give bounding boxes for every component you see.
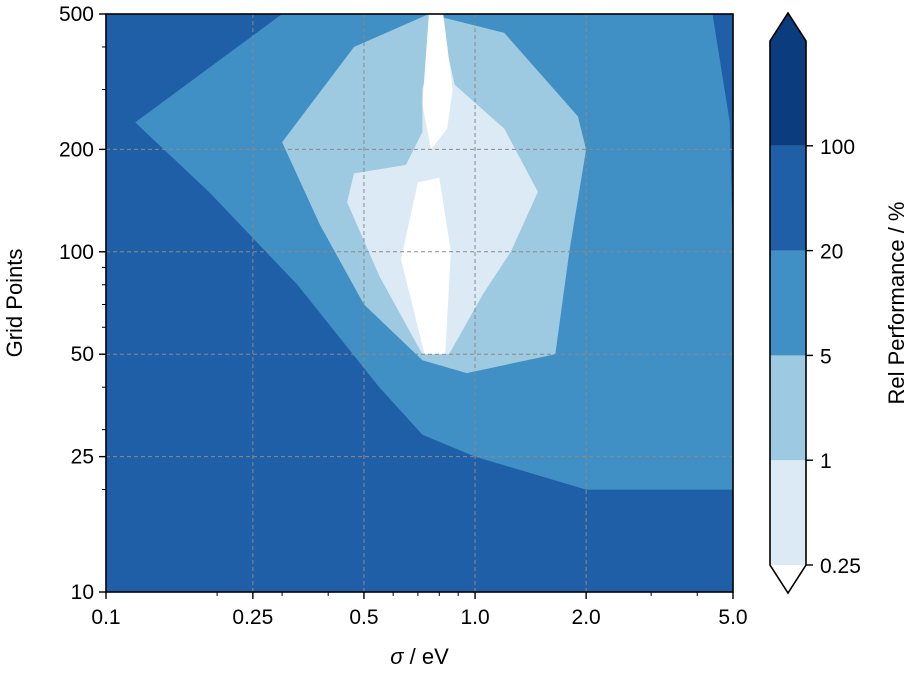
x-tick-label: 0.5 bbox=[349, 606, 378, 629]
x-tick-label: 0.25 bbox=[232, 606, 273, 629]
colorbar-segment bbox=[770, 41, 806, 146]
colorbar-segment bbox=[770, 460, 806, 565]
y-tick-label: 50 bbox=[71, 343, 94, 366]
colorbar-tick-label: 0.25 bbox=[820, 555, 861, 578]
y-axis-label: Grid Points bbox=[2, 249, 27, 358]
colorbar-label: Rel Performance / % bbox=[884, 202, 909, 405]
colorbar-extend-under bbox=[770, 565, 806, 593]
x-axis-label: σ / eV bbox=[390, 644, 449, 669]
colorbar: 0.25 1 5 20 100 bbox=[769, 11, 861, 595]
y-tick-label: 10 bbox=[71, 581, 94, 604]
x-tick-label: 5.0 bbox=[718, 606, 747, 629]
colorbar-tick-label: 5 bbox=[820, 345, 832, 368]
colorbar-tick-label: 20 bbox=[820, 241, 843, 264]
x-tick-label: 2.0 bbox=[572, 606, 601, 629]
x-tick-label: 1.0 bbox=[460, 606, 489, 629]
y-tick-label: 200 bbox=[59, 138, 94, 161]
colorbar-segment bbox=[770, 250, 806, 356]
plot-area: 0.1 0.25 0.5 1.0 2.0 5.0 10 25 50 100 200 500 bbox=[59, 3, 748, 629]
colorbar-extend-over bbox=[770, 13, 806, 41]
y-tick-label: 100 bbox=[59, 241, 94, 264]
colorbar-tick-label: 100 bbox=[820, 136, 855, 159]
x-tick-label: 0.1 bbox=[91, 606, 120, 629]
contour-region-below-0-25-2 bbox=[401, 177, 451, 355]
y-tick-label: 500 bbox=[59, 3, 94, 26]
colorbar-segment bbox=[770, 145, 806, 251]
colorbar-tick-label: 1 bbox=[820, 450, 832, 473]
y-tick-label: 25 bbox=[71, 446, 94, 469]
contour-region-0-25-1 bbox=[347, 14, 538, 355]
colorbar-segment bbox=[770, 355, 806, 461]
contour-region-below-0-25-1 bbox=[422, 14, 453, 150]
plot-frame bbox=[105, 13, 734, 593]
